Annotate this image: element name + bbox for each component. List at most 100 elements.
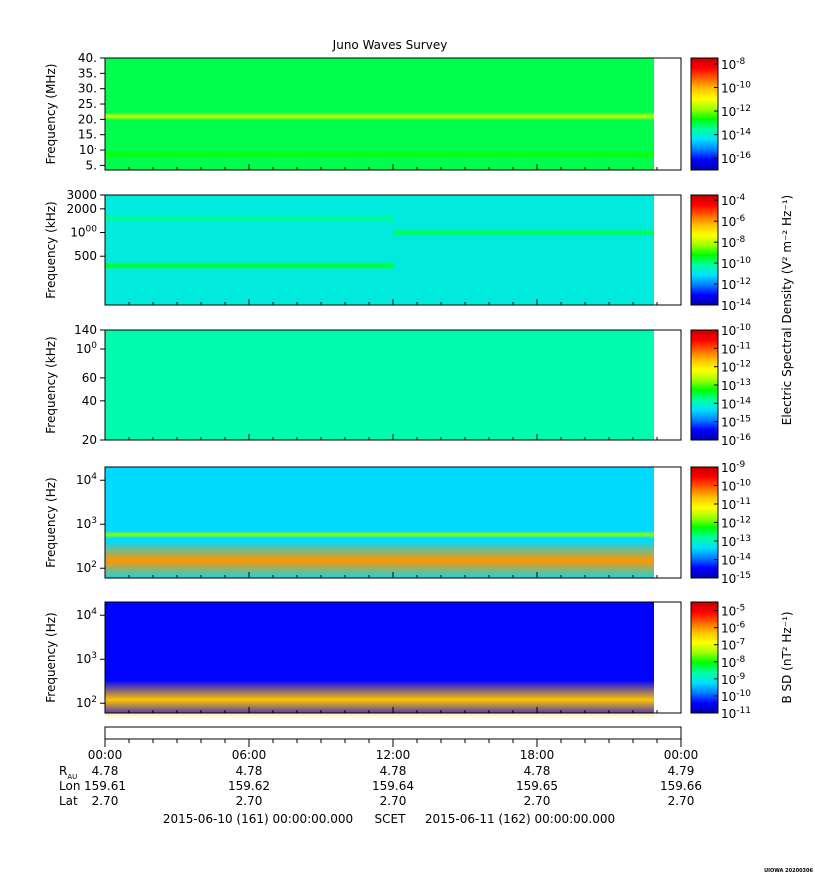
colorbar-tick-label: 10-6 bbox=[721, 621, 746, 636]
y-tick-label: 20 bbox=[82, 433, 97, 447]
y-tick-label: 1000 bbox=[70, 225, 97, 240]
colorbar-tick-label: 10-10 bbox=[721, 479, 751, 494]
y-tick-label: 35. bbox=[78, 66, 97, 80]
footer-start-time: 2015-06-10 (161) 00:00:00.000 bbox=[163, 812, 353, 826]
y-tick-label: 10. bbox=[79, 142, 97, 157]
credit-label: UIOWA 20200306 bbox=[764, 868, 813, 874]
y-tick-label: 102 bbox=[76, 560, 97, 575]
time-tick-label: 18:00 bbox=[520, 748, 555, 762]
ephemeris-value: 4.78 bbox=[524, 764, 551, 778]
colorbar-tick-label: 10-8 bbox=[721, 57, 746, 72]
y-axis-label: Frequency (kHz) bbox=[44, 336, 58, 433]
time-tick-label: 00:00 bbox=[664, 748, 699, 762]
colorbar-scale bbox=[690, 57, 719, 171]
y-tick-label: 103 bbox=[76, 651, 97, 666]
time-tick-label: 06:00 bbox=[232, 748, 267, 762]
colorbar-tick-label: 10-15 bbox=[721, 571, 751, 586]
colorbar-scale bbox=[690, 329, 719, 441]
y-axis-label: Frequency (MHz) bbox=[44, 64, 58, 165]
ephemeris-value: 4.78 bbox=[380, 764, 407, 778]
colorbar-tick-label: 10-12 bbox=[721, 516, 751, 531]
ephemeris-value: 4.78 bbox=[236, 764, 263, 778]
colorbar-tick-label: 10-5 bbox=[721, 604, 745, 619]
ephemeris-value: 2.70 bbox=[668, 794, 695, 808]
colorbar-tick-label: 10-10 bbox=[721, 323, 751, 338]
emission-band bbox=[105, 112, 654, 121]
colorbar-tick-label: 10-10 bbox=[721, 80, 751, 95]
ephemeris-value: 159.65 bbox=[516, 779, 558, 793]
y-tick-label: 2000 bbox=[66, 202, 97, 216]
y-tick-label: 25. bbox=[78, 97, 97, 111]
emission-band bbox=[105, 261, 393, 270]
ephemeris-value: 159.64 bbox=[372, 779, 414, 793]
colorbar-tick-label: 10-8 bbox=[721, 655, 746, 670]
colorbar-tick-label: 10-10 bbox=[721, 689, 751, 704]
y-tick-label: 103 bbox=[76, 516, 97, 531]
colorbar-1: 10-8 10-10 10-12 10-14 10-16 bbox=[690, 57, 751, 171]
y-tick-label: 3000 bbox=[66, 188, 97, 202]
y-tick-label: 40. bbox=[78, 51, 97, 65]
colorbar-tick-label: 10-11 bbox=[721, 341, 751, 356]
ephemeris-value: 159.62 bbox=[228, 779, 270, 793]
y-tick-label: 104 bbox=[76, 472, 97, 487]
colorbar-tick-label: 10-9 bbox=[721, 672, 746, 687]
colorbar-tick-label: 10-7 bbox=[721, 638, 745, 653]
time-axis-frame bbox=[104, 726, 682, 740]
colorbar-tick-label: 10-16 bbox=[721, 433, 751, 448]
colorbar-tick-label: 10-14 bbox=[721, 298, 751, 313]
ephemeris-value: 2.70 bbox=[380, 794, 407, 808]
chart-title: Juno Waves Survey bbox=[332, 38, 448, 52]
colorbar-tick-label: 10-11 bbox=[721, 706, 751, 721]
colorbar-tick-label: 10-12 bbox=[721, 104, 751, 119]
emission-band bbox=[105, 150, 654, 159]
ephemeris-value: 4.79 bbox=[668, 764, 695, 778]
y-tick-label: 60 bbox=[82, 371, 97, 385]
colorbar-scale bbox=[690, 194, 719, 306]
colorbar-tick-label: 10-14 bbox=[721, 128, 751, 143]
spectrogram-panel-4: 104 103 102 Frequency (Hz) 10-910-1010-1110-… bbox=[44, 460, 751, 586]
ephemeris-value: 159.61 bbox=[84, 779, 126, 793]
y-tick-label: 102 bbox=[76, 695, 97, 710]
colorbar-label: B SD (nT² Hz⁻¹) bbox=[780, 611, 794, 703]
y-tick-label: 30. bbox=[78, 82, 97, 96]
ephemeris-value: 4.78 bbox=[92, 764, 119, 778]
y-tick-label: 500 bbox=[74, 249, 97, 263]
colorbar-scale bbox=[690, 601, 719, 714]
y-tick-label: 20. bbox=[78, 112, 97, 126]
ephemeris-row-label: Lat bbox=[59, 794, 78, 808]
emission-band bbox=[105, 214, 393, 223]
ephemeris-value: 2.70 bbox=[236, 794, 263, 808]
footer-end-time: 2015-06-11 (162) 00:00:00.000 bbox=[425, 812, 615, 826]
emission-band bbox=[105, 530, 654, 539]
ephemeris-value: 159.66 bbox=[660, 779, 702, 793]
emission-band bbox=[105, 541, 654, 580]
colorbar-label: Electric Spectral Density (V² m⁻² Hz⁻¹) bbox=[780, 195, 794, 425]
ephemeris-value: 2.70 bbox=[92, 794, 119, 808]
ephemeris-value: 2.70 bbox=[524, 794, 551, 808]
spectrogram-background bbox=[105, 330, 654, 440]
colorbar-tick-label: 10-6 bbox=[721, 214, 746, 229]
colorbar-tick-label: 10-14 bbox=[721, 396, 751, 411]
colorbar-tick-label: 10-16 bbox=[721, 151, 751, 166]
colorbar-tick-label: 10-4 bbox=[721, 193, 746, 208]
colorbar-tick-label: 10-15 bbox=[721, 415, 751, 430]
y-axis-label: Frequency (Hz) bbox=[44, 612, 58, 703]
y-tick-label: 100 bbox=[76, 341, 97, 356]
ephemeris-row-label: Lon bbox=[59, 779, 80, 793]
y-axis-label: Frequency (Hz) bbox=[44, 477, 58, 568]
y-tick-label: 40 bbox=[82, 394, 97, 408]
y-axis-label: Frequency (kHz) bbox=[44, 201, 58, 298]
colorbar-3: 10-10 10-11 10-12 10-13 10-14 10-15 10-16 bbox=[690, 323, 751, 448]
colorbar-4: 10-9 10-10 10-11 10-12 10-13 10-14 10-15 bbox=[690, 460, 751, 586]
time-tick-label: 00:00 bbox=[88, 748, 123, 762]
colorbar-tick-label: 10-10 bbox=[721, 256, 751, 271]
colorbar-5: 10-5 10-6 10-7 10-8 10-9 10-10 10-11 B SD (nT² … bbox=[690, 601, 794, 721]
spectrogram-panel-1: 40.35. 30.25.20. 15.10.5. Frequency (MHz) 10… bbox=[44, 51, 751, 172]
colorbar-tick-label: 10-12 bbox=[721, 360, 751, 375]
time-tick-label: 12:00 bbox=[376, 748, 411, 762]
y-tick-label: 15. bbox=[78, 128, 97, 142]
